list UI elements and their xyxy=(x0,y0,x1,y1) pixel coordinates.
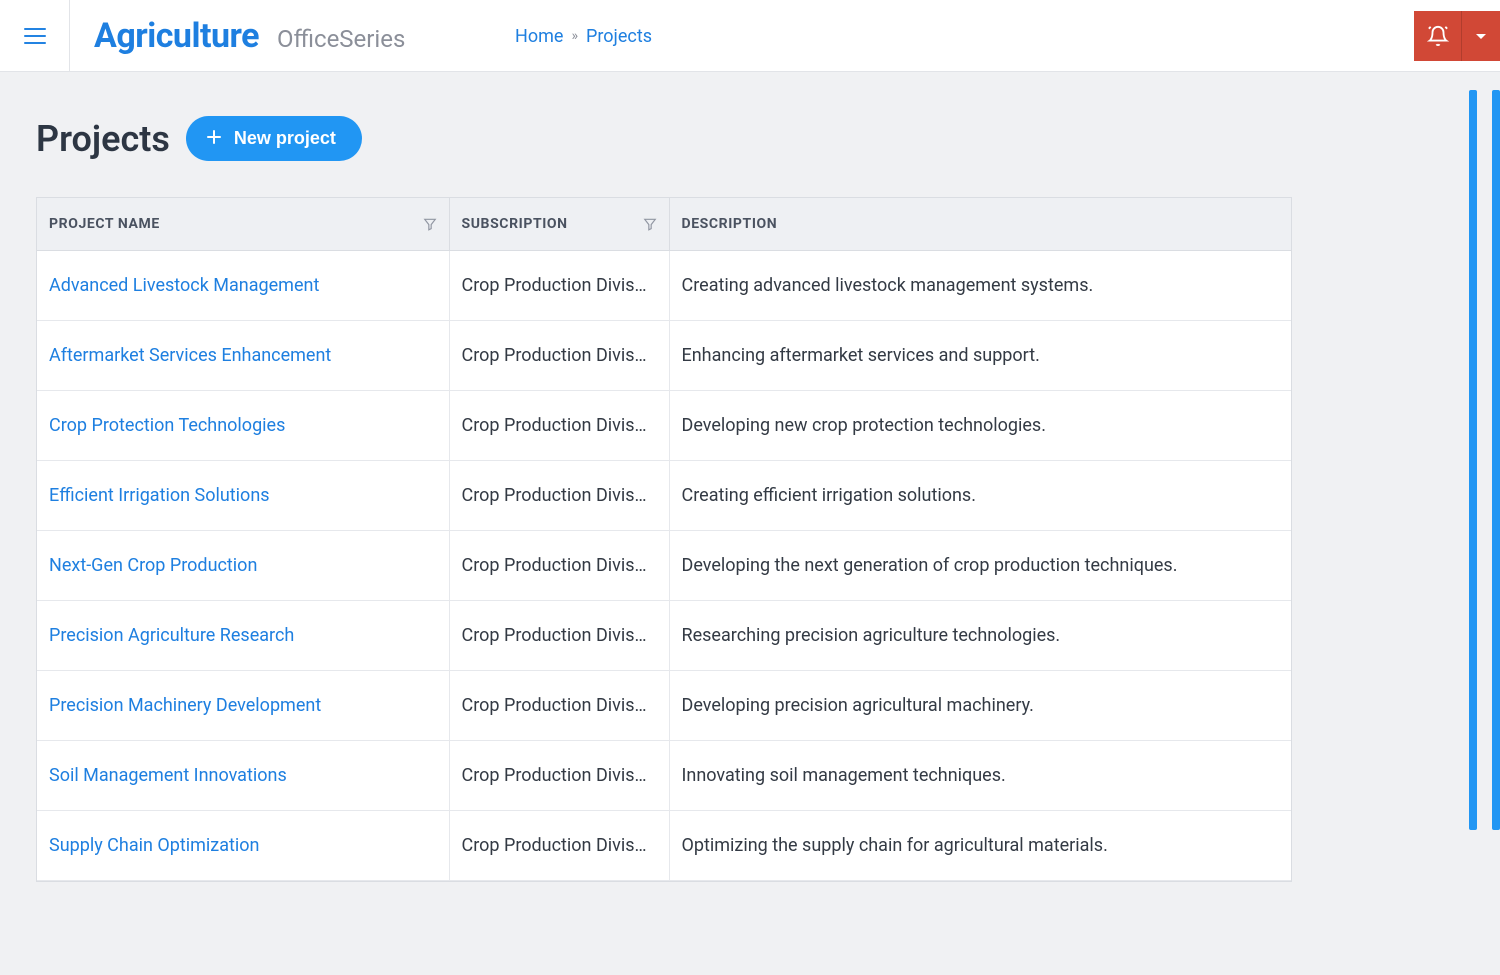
cell-subscription: Crop Production Divis… xyxy=(449,321,669,391)
cell-description: Creating efficient irrigation solutions. xyxy=(669,461,1291,531)
cell-subscription: Crop Production Divis… xyxy=(449,671,669,741)
top-bar: Agriculture OfficeSeries Home » Projects xyxy=(0,0,1500,72)
column-header-name-label: PROJECT NAME xyxy=(49,216,160,232)
breadcrumb-separator: » xyxy=(571,28,578,44)
alerts-dropdown-button[interactable] xyxy=(1462,11,1500,61)
cell-subscription: Crop Production Divis… xyxy=(449,251,669,321)
project-link[interactable]: Next-Gen Crop Production xyxy=(49,555,257,576)
table-row: Precision Agriculture Research Crop Produ… xyxy=(37,601,1291,671)
page-title: Projects xyxy=(36,118,170,160)
project-link[interactable]: Crop Protection Technologies xyxy=(49,415,285,436)
hamburger-icon xyxy=(24,28,46,44)
table-row: Aftermarket Services Enhancement Crop Pro… xyxy=(37,321,1291,391)
brand-sub: OfficeSeries xyxy=(277,25,405,53)
cell-project-name: Efficient Irrigation Solutions xyxy=(37,461,449,531)
table-row: Advanced Livestock Management Crop Produc… xyxy=(37,251,1291,321)
cell-project-name: Precision Machinery Development xyxy=(37,671,449,741)
cell-description: Developing new crop protection technolog… xyxy=(669,391,1291,461)
column-header-subscription[interactable]: SUBSCRIPTION xyxy=(449,198,669,251)
cell-description: Enhancing aftermarket services and suppo… xyxy=(669,321,1291,391)
cell-project-name: Advanced Livestock Management xyxy=(37,251,449,321)
cell-subscription: Crop Production Divis… xyxy=(449,741,669,811)
brand: Agriculture OfficeSeries xyxy=(70,16,405,56)
project-link[interactable]: Precision Machinery Development xyxy=(49,695,321,716)
column-header-description-label: DESCRIPTION xyxy=(682,216,778,232)
cell-subscription: Crop Production Divis… xyxy=(449,391,669,461)
project-link[interactable]: Precision Agriculture Research xyxy=(49,625,294,646)
plus-icon xyxy=(206,129,222,149)
hamburger-menu-button[interactable] xyxy=(0,0,70,72)
cell-project-name: Supply Chain Optimization xyxy=(37,811,449,881)
project-link[interactable]: Supply Chain Optimization xyxy=(49,835,260,856)
breadcrumb-home[interactable]: Home xyxy=(515,26,563,47)
side-indicator-bar xyxy=(1492,90,1500,830)
projects-table: PROJECT NAME SUBSCRIPTION DESCRIPTION xyxy=(37,198,1291,881)
cell-description: Developing precision agricultural machin… xyxy=(669,671,1291,741)
table-row: Next-Gen Crop Production Crop Production … xyxy=(37,531,1291,601)
filter-icon[interactable] xyxy=(423,217,437,231)
cell-subscription: Crop Production Divis… xyxy=(449,461,669,531)
project-link[interactable]: Soil Management Innovations xyxy=(49,765,287,786)
top-right-actions xyxy=(1414,11,1500,61)
breadcrumb-current[interactable]: Projects xyxy=(586,26,652,47)
page-header: Projects New project xyxy=(36,116,1464,161)
cell-description: Researching precision agriculture techno… xyxy=(669,601,1291,671)
table-row: Soil Management Innovations Crop Producti… xyxy=(37,741,1291,811)
cell-description: Optimizing the supply chain for agricult… xyxy=(669,811,1291,881)
new-project-button[interactable]: New project xyxy=(186,116,362,161)
filter-icon[interactable] xyxy=(643,217,657,231)
brand-main[interactable]: Agriculture xyxy=(94,16,259,56)
table-row: Supply Chain Optimization Crop Production… xyxy=(37,811,1291,881)
column-header-subscription-label: SUBSCRIPTION xyxy=(462,216,568,232)
project-link[interactable]: Efficient Irrigation Solutions xyxy=(49,485,270,506)
projects-table-wrapper: PROJECT NAME SUBSCRIPTION DESCRIPTION xyxy=(36,197,1292,882)
caret-down-icon xyxy=(1476,34,1486,39)
cell-project-name: Precision Agriculture Research xyxy=(37,601,449,671)
cell-subscription: Crop Production Divis… xyxy=(449,811,669,881)
page-body: Projects New project PROJECT NAME xyxy=(0,72,1500,975)
project-link[interactable]: Aftermarket Services Enhancement xyxy=(49,345,331,366)
cell-subscription: Crop Production Divis… xyxy=(449,531,669,601)
alerts-button[interactable] xyxy=(1414,11,1462,61)
column-header-name[interactable]: PROJECT NAME xyxy=(37,198,449,251)
table-row: Precision Machinery Development Crop Prod… xyxy=(37,671,1291,741)
side-indicator-bar xyxy=(1469,90,1477,830)
cell-description: Innovating soil management techniques. xyxy=(669,741,1291,811)
breadcrumb: Home » Projects xyxy=(515,0,652,72)
cell-description: Creating advanced livestock management s… xyxy=(669,251,1291,321)
bell-alert-icon xyxy=(1427,25,1449,47)
cell-description: Developing the next generation of crop p… xyxy=(669,531,1291,601)
project-link[interactable]: Advanced Livestock Management xyxy=(49,275,319,296)
cell-project-name: Aftermarket Services Enhancement xyxy=(37,321,449,391)
table-row: Crop Protection Technologies Crop Product… xyxy=(37,391,1291,461)
new-project-button-label: New project xyxy=(234,128,336,149)
cell-subscription: Crop Production Divis… xyxy=(449,601,669,671)
cell-project-name: Crop Protection Technologies xyxy=(37,391,449,461)
cell-project-name: Next-Gen Crop Production xyxy=(37,531,449,601)
table-row: Efficient Irrigation Solutions Crop Produ… xyxy=(37,461,1291,531)
column-header-description[interactable]: DESCRIPTION xyxy=(669,198,1291,251)
cell-project-name: Soil Management Innovations xyxy=(37,741,449,811)
